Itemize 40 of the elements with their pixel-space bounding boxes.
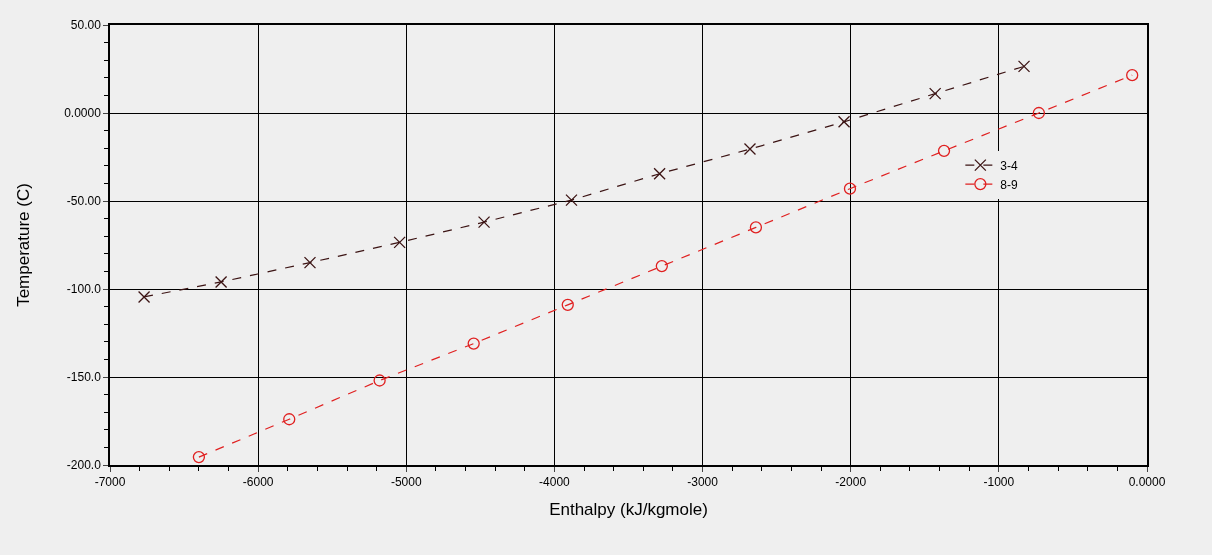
point: [1017, 60, 1031, 73]
point: [373, 374, 386, 387]
y-tick-label: -150.0: [66, 370, 102, 385]
x-tick-label: -4000: [539, 475, 571, 490]
point: [561, 298, 574, 311]
y-tick-label: 0.0000: [64, 106, 102, 121]
point: [1032, 106, 1046, 120]
x-tick-label: -2000: [835, 475, 867, 490]
point: [1126, 69, 1139, 82]
legend-label: 8-9: [1000, 177, 1019, 192]
x-tick-label: -5000: [390, 475, 422, 490]
point: [937, 144, 951, 157]
point: [467, 337, 480, 350]
point: [653, 167, 666, 180]
point: [192, 450, 206, 464]
x-tick-label: -7000: [94, 475, 126, 490]
y-tick-label: 50.00: [70, 18, 102, 33]
y-axis-title: Temperature (C): [14, 183, 34, 307]
point: [214, 275, 228, 289]
point: [303, 256, 317, 269]
x-tick-label: -1000: [983, 475, 1015, 490]
point: [655, 259, 668, 273]
x-tick-label: 0.0000: [1128, 475, 1166, 490]
y-tick-label: -200.0: [66, 458, 102, 473]
y-tick-label: -100.0: [66, 282, 102, 297]
point: [843, 182, 857, 195]
point: [393, 236, 406, 249]
point: [283, 413, 296, 426]
legend-label: 3-4: [1000, 158, 1019, 173]
point: [137, 290, 151, 304]
y-tick-label: -50.00: [66, 194, 102, 209]
point: [477, 215, 491, 229]
x-axis-title: Enthalpy (kJ/kgmole): [549, 500, 708, 520]
point: [565, 193, 578, 207]
point: [749, 221, 763, 234]
x-tick-label: -3000: [687, 475, 719, 490]
point: [743, 142, 757, 156]
point: [837, 115, 851, 128]
point: [929, 87, 942, 100]
x-tick-label: -6000: [242, 475, 274, 490]
